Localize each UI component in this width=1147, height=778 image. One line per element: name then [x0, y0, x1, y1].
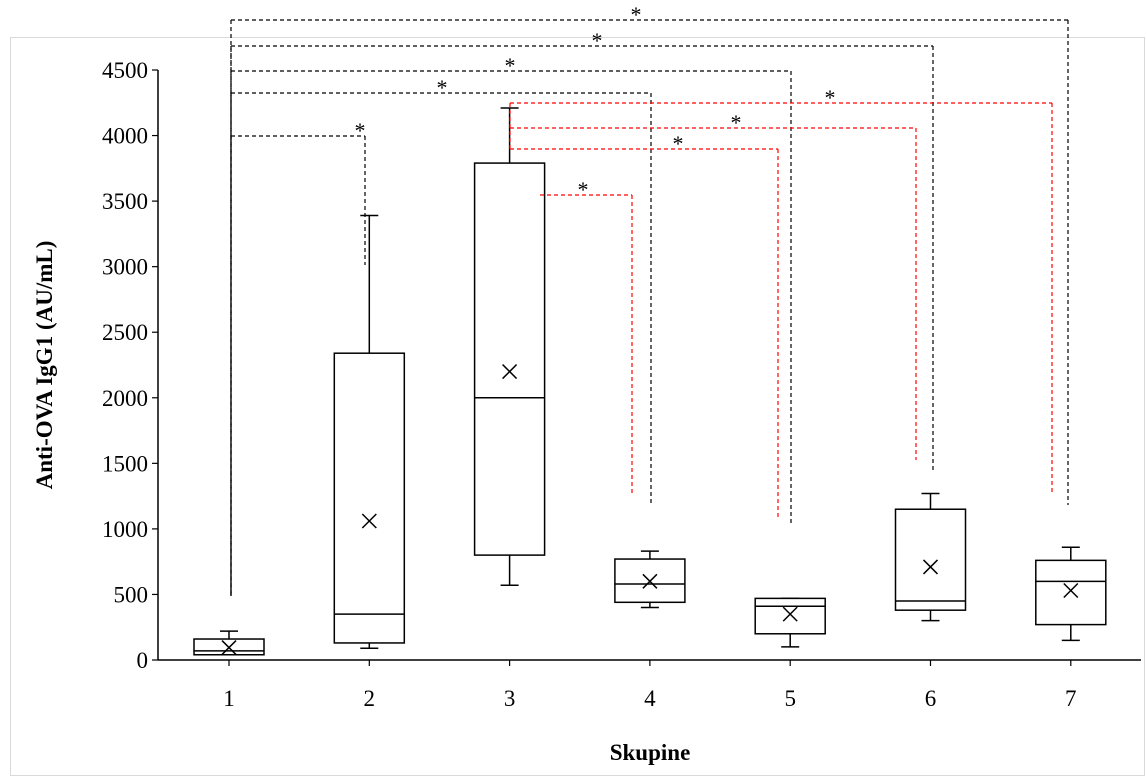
y-tick-label: 2500	[102, 320, 148, 345]
mean-marker	[782, 606, 798, 622]
mean-marker-stroke	[361, 513, 377, 529]
significance-star: *	[731, 110, 742, 135]
mean-marker-stroke	[1063, 582, 1079, 599]
x-tick-label: 4	[644, 686, 656, 711]
x-tick-label: 2	[364, 686, 376, 711]
significance-star: *	[505, 53, 516, 78]
y-tick-label: 4500	[102, 58, 148, 83]
significance-bracket-3-5: *	[510, 131, 779, 520]
mean-marker-stroke	[782, 606, 798, 622]
y-tick-label: 3500	[102, 189, 148, 214]
y-tick-label: 4000	[102, 124, 148, 149]
significance-star: *	[631, 2, 642, 27]
significance-bracket-3-6: *	[510, 110, 917, 460]
x-tick-label: 6	[925, 686, 937, 711]
y-tick-label: 0	[137, 648, 149, 673]
mean-marker-stroke	[642, 573, 658, 589]
axes: 0 500 1000 1500 2000 2500 3000 3500 4000 4500 1 2 3 4…	[102, 58, 1141, 711]
box-group-7	[1035, 546, 1107, 642]
box-group-1	[193, 630, 265, 656]
significance-bracket-3-4: *	[540, 177, 633, 495]
x-tick-label: 1	[223, 686, 235, 711]
significance-bracket-1-3: *	[230, 118, 366, 596]
mean-marker	[1063, 582, 1079, 599]
significance-brackets: * * * * * * * * *	[230, 2, 1069, 596]
significance-star: *	[673, 131, 684, 156]
significance-star: *	[355, 118, 366, 143]
chart-frame	[10, 37, 1145, 776]
box-group-4	[614, 550, 686, 609]
mean-marker	[642, 573, 658, 589]
mean-marker-stroke	[922, 559, 939, 575]
y-tick-label: 500	[114, 582, 149, 607]
mean-marker	[361, 513, 377, 529]
y-tick-label: 2000	[102, 386, 148, 411]
mean-marker	[502, 364, 518, 380]
box-group-5	[754, 597, 826, 648]
mean-marker-stroke	[221, 640, 237, 656]
mean-marker	[922, 559, 939, 575]
box-iqr	[894, 508, 967, 611]
box-iqr	[614, 558, 686, 604]
x-tick-label: 5	[784, 686, 796, 711]
box-group-3	[473, 107, 546, 587]
box-group-2	[333, 214, 406, 649]
boxes	[193, 107, 1107, 656]
x-tick-label: 3	[504, 686, 516, 711]
y-tick-label: 3000	[102, 255, 148, 280]
significance-star: *	[578, 177, 589, 202]
significance-star: *	[437, 75, 448, 100]
mean-marker	[221, 640, 237, 656]
box-iqr	[473, 162, 546, 556]
mean-marker-stroke	[502, 364, 518, 380]
significance-bracket-3-7: *	[510, 85, 1053, 495]
box-iqr	[1035, 559, 1107, 626]
y-tick-label: 1000	[102, 517, 148, 542]
significance-star: *	[825, 85, 836, 110]
significance-bracket-1-4: *	[230, 75, 652, 596]
box-iqr	[754, 597, 826, 635]
y-axis-title: Anti-OVA IgG1 (AU/mL)	[32, 241, 57, 490]
significance-star: *	[592, 28, 603, 53]
x-tick-label: 7	[1065, 686, 1077, 711]
y-tick-label: 1500	[102, 451, 148, 476]
x-axis-title: Skupine	[610, 740, 691, 765]
box-group-6	[894, 492, 967, 622]
box-iqr	[333, 352, 406, 644]
